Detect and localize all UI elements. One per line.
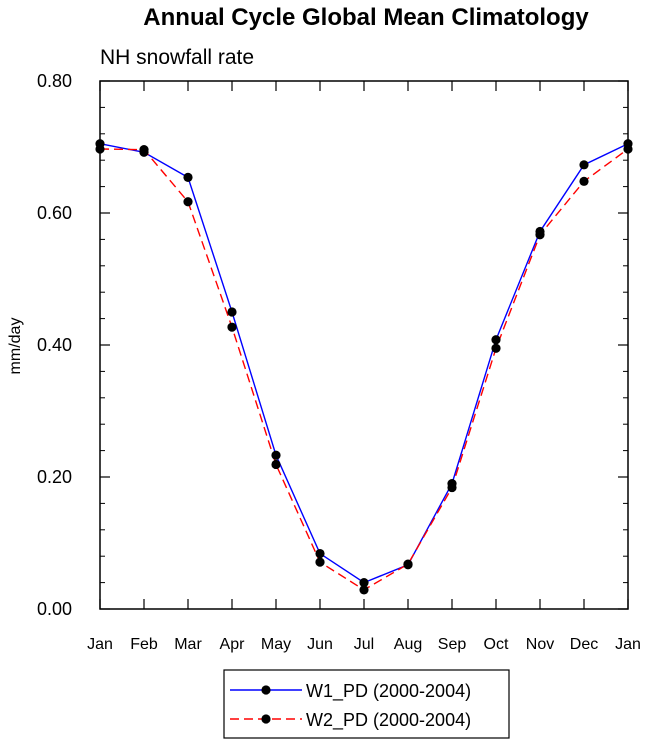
x-tick-label: Aug: [394, 636, 422, 653]
series-markers: [95, 139, 633, 595]
data-point-series-2: [315, 557, 325, 567]
chart-title: Annual Cycle Global Mean Climatology: [143, 4, 589, 31]
data-point-series-2: [139, 145, 149, 155]
data-point-series-2: [183, 197, 193, 207]
data-point-series-2: [535, 230, 545, 240]
x-tick-label: Mar: [174, 636, 202, 653]
data-point-series-1: [579, 160, 589, 170]
x-tick-label: Sep: [438, 636, 467, 653]
data-point-series-1: [183, 172, 193, 182]
data-point-series-2: [447, 482, 457, 493]
data-point-series-2: [579, 176, 589, 186]
data-point-series-2: [271, 459, 281, 470]
x-tick-label: Jan: [615, 636, 641, 653]
data-point-series-1: [491, 335, 501, 345]
data-point-series-2: [359, 585, 369, 595]
x-tick-label: May: [261, 636, 291, 653]
legend-label-2: W2_PD (2000-2004): [306, 710, 471, 731]
legend-marker-2: [261, 714, 271, 724]
data-point-series-1: [271, 450, 281, 460]
legend-box: [223, 669, 510, 739]
x-tick-label: Nov: [526, 636, 554, 653]
series-lines: [99, 143, 629, 591]
x-tick-label: Jul: [354, 636, 374, 653]
x-tick-label: Jun: [307, 636, 333, 653]
x-tick-label: Jan: [87, 636, 113, 653]
x-tick-label: Dec: [570, 636, 598, 653]
legend-marker-1: [261, 685, 271, 695]
legend: W1_PD (2000-2004) W2_PD (2000-2004): [223, 669, 510, 739]
data-point-series-2: [403, 559, 413, 569]
series-line-2: [99, 148, 629, 591]
data-point-series-1: [227, 307, 237, 317]
x-tick-label: Oct: [484, 636, 509, 653]
data-point-series-2: [227, 322, 237, 332]
data-point-series-1: [359, 578, 369, 588]
y-tick-label: 0.00: [37, 599, 72, 619]
y-tick-label: 0.40: [37, 335, 72, 355]
x-tick-labels: Jan Feb Mar Apr May Jun Jul Aug Sep Oct Nov Dec Jan: [87, 636, 641, 653]
y-tick-label: 0.20: [37, 467, 72, 487]
chart-subtitle: NH snowfall rate: [100, 46, 254, 69]
y-tick-label: 0.60: [37, 203, 72, 223]
x-tick-label: Apr: [220, 636, 246, 653]
data-point-series-1: [315, 548, 325, 559]
axis-ticks: [99, 80, 629, 610]
legend-label-1: W1_PD (2000-2004): [306, 681, 471, 702]
plot-frame: [99, 80, 629, 610]
y-tick-labels: 0.00 0.20 0.40 0.60 0.80: [37, 71, 72, 619]
y-axis-label: mm/day: [7, 318, 24, 375]
data-point-series-2: [491, 343, 501, 353]
series-line-1: [99, 143, 629, 584]
x-tick-label: Feb: [130, 636, 158, 653]
y-tick-label: 0.80: [37, 71, 72, 91]
